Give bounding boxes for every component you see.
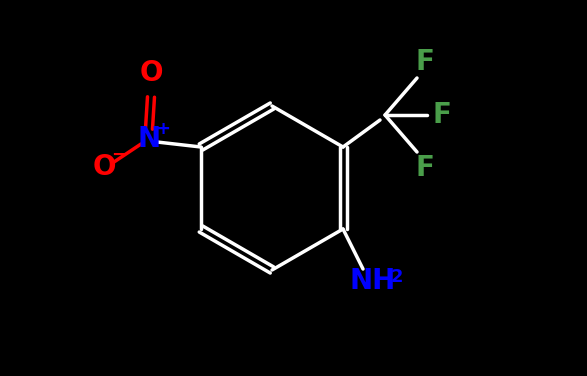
Text: O: O [139, 59, 163, 87]
Text: N: N [137, 125, 161, 153]
Text: NH: NH [350, 267, 396, 295]
Text: F: F [433, 101, 451, 129]
Text: 2: 2 [391, 268, 403, 286]
Text: +: + [156, 120, 170, 138]
Text: −: − [112, 146, 127, 164]
Text: F: F [416, 48, 434, 76]
Text: F: F [416, 154, 434, 182]
Text: O: O [92, 153, 116, 181]
